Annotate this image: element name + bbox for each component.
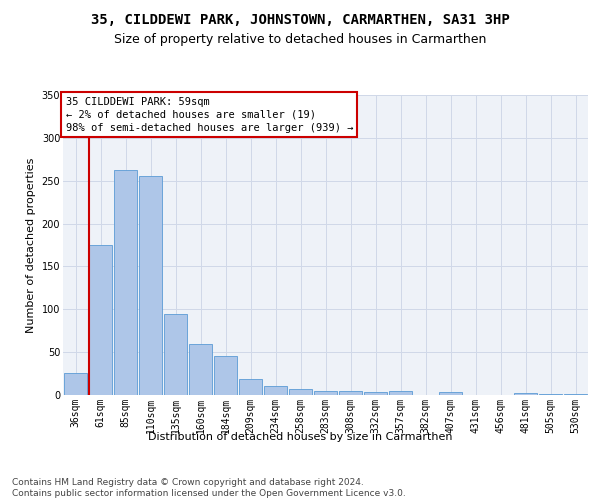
Bar [239, 378, 262, 395]
Text: Size of property relative to detached houses in Carmarthen: Size of property relative to detached ho… [114, 32, 486, 46]
Bar [389, 390, 412, 395]
Bar [314, 390, 337, 395]
Bar [564, 394, 587, 395]
Text: 35, CILDDEWI PARK, JOHNSTOWN, CARMARTHEN, SA31 3HP: 35, CILDDEWI PARK, JOHNSTOWN, CARMARTHEN… [91, 12, 509, 26]
Bar [214, 356, 237, 395]
Text: 35 CILDDEWI PARK: 59sqm
← 2% of detached houses are smaller (19)
98% of semi-det: 35 CILDDEWI PARK: 59sqm ← 2% of detached… [65, 96, 353, 133]
Bar [339, 390, 362, 395]
Text: Contains HM Land Registry data © Crown copyright and database right 2024.
Contai: Contains HM Land Registry data © Crown c… [12, 478, 406, 498]
Text: Distribution of detached houses by size in Carmarthen: Distribution of detached houses by size … [148, 432, 452, 442]
Bar [264, 386, 287, 395]
Bar [89, 245, 112, 395]
Y-axis label: Number of detached properties: Number of detached properties [26, 158, 36, 332]
Bar [114, 170, 137, 395]
Bar [539, 394, 562, 395]
Bar [139, 176, 162, 395]
Bar [164, 314, 187, 395]
Bar [289, 389, 312, 395]
Bar [64, 372, 87, 395]
Bar [189, 344, 212, 395]
Bar [439, 392, 462, 395]
Bar [514, 394, 537, 395]
Bar [364, 392, 387, 395]
